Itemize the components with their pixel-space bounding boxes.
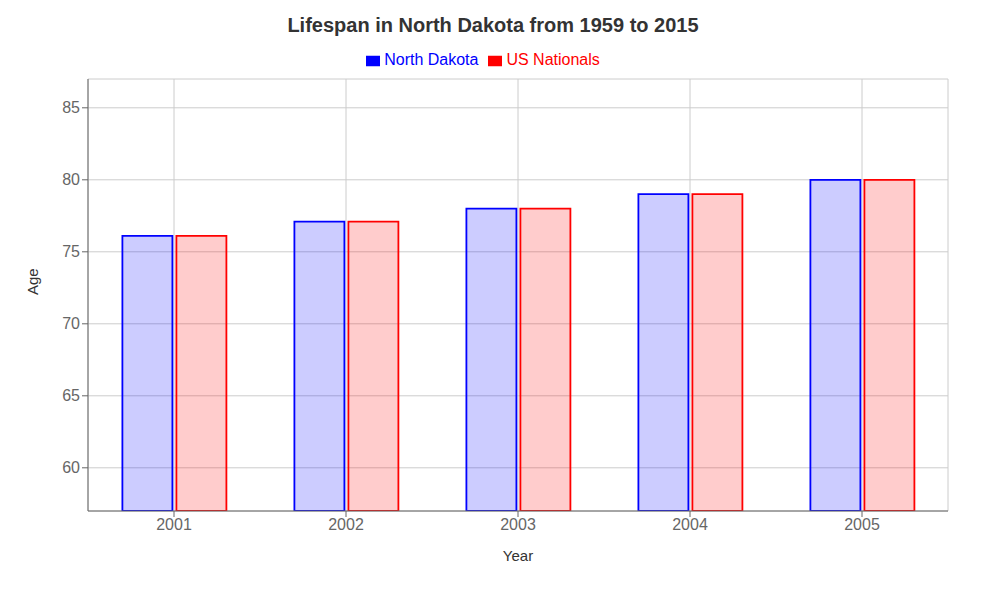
- svg-text:2002: 2002: [328, 516, 364, 533]
- svg-text:Age: Age: [24, 268, 41, 295]
- svg-text:60: 60: [62, 459, 80, 476]
- svg-text:85: 85: [62, 99, 80, 116]
- svg-text:80: 80: [62, 171, 80, 188]
- svg-text:2003: 2003: [500, 516, 536, 533]
- svg-text:75: 75: [62, 243, 80, 260]
- svg-text:2001: 2001: [156, 516, 192, 533]
- svg-text:65: 65: [62, 387, 80, 404]
- svg-text:2004: 2004: [672, 516, 708, 533]
- svg-text:70: 70: [62, 315, 80, 332]
- html-text:North Dakota: North Dakota: [384, 51, 479, 68]
- html-text:Lifespan in North Dakota from: Lifespan in North Dakota from 1959 to 20…: [287, 14, 699, 36]
- svg-text:2005: 2005: [844, 516, 880, 533]
- svg-text:Year: Year: [503, 547, 533, 564]
- html-text:US Nationals: US Nationals: [506, 51, 600, 68]
